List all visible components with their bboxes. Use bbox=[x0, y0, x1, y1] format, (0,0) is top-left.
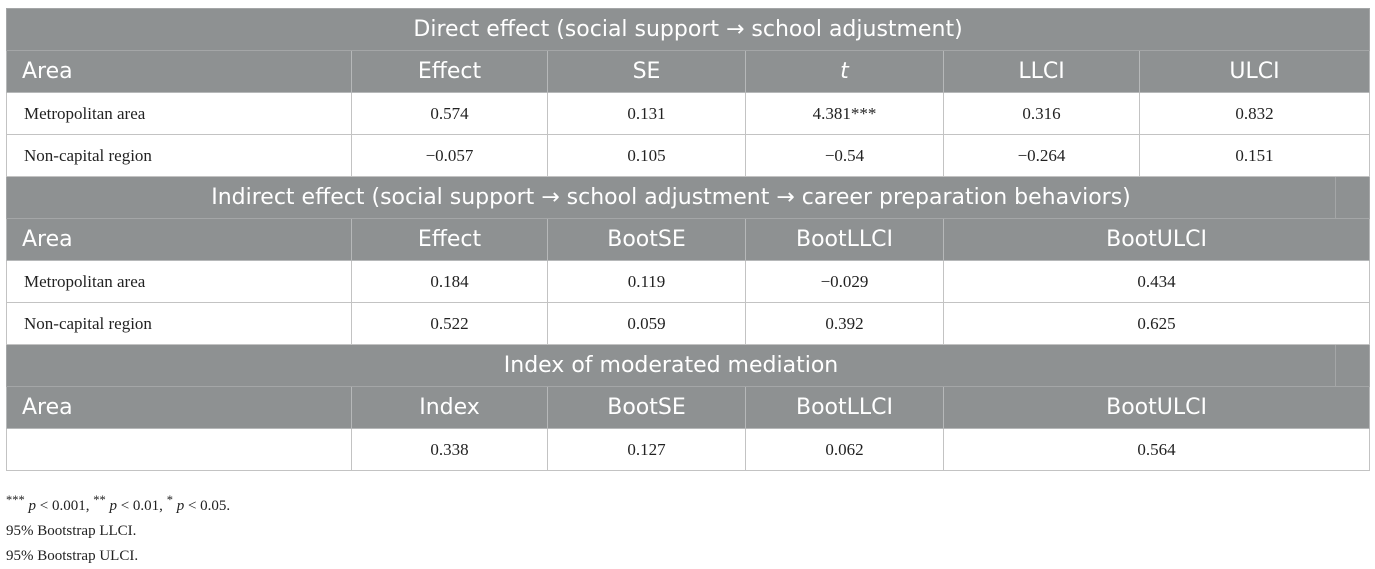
section-title-edge-cell bbox=[1334, 176, 1371, 219]
footnote-llci: 95% Bootstrap LLCI. bbox=[6, 523, 137, 539]
table-row: Metropolitan area 0.574 0.131 4.381*** 0… bbox=[6, 92, 1371, 135]
column-header-t-label: t bbox=[840, 59, 849, 84]
table-cell: 0.062 bbox=[745, 428, 944, 471]
table-cell: Metropolitan area bbox=[6, 92, 352, 135]
column-header-llci: LLCI bbox=[943, 50, 1140, 93]
table-cell: 0.625 bbox=[942, 302, 1371, 345]
table-cell: Metropolitan area bbox=[6, 260, 352, 303]
footnote-stars-1: * bbox=[166, 493, 173, 507]
column-header-bootllci: BootLLCI bbox=[745, 218, 944, 261]
footnote-p-symbol: p bbox=[176, 498, 185, 514]
footnote-p-symbol: p bbox=[28, 498, 37, 514]
results-table: Direct effect (social support → school a… bbox=[5, 8, 1371, 471]
table-cell: 0.151 bbox=[1138, 134, 1371, 177]
section-title-row: Indirect effect (social support → school… bbox=[6, 176, 1371, 219]
table-cell: −0.029 bbox=[745, 260, 944, 303]
column-header-effect: Effect bbox=[351, 50, 548, 93]
section-title-row: Direct effect (social support → school a… bbox=[5, 8, 1371, 51]
table-cell: 0.059 bbox=[547, 302, 746, 345]
table-cell: 0.574 bbox=[351, 92, 548, 135]
section-title-indirect-effect: Indirect effect (social support → school… bbox=[6, 176, 1336, 219]
table-cell: Non-capital region bbox=[6, 134, 352, 177]
table-cell: 0.119 bbox=[547, 260, 746, 303]
table-row: Metropolitan area 0.184 0.119 −0.029 0.4… bbox=[6, 260, 1371, 303]
column-header-area: Area bbox=[6, 386, 352, 429]
footnote-threshold: < 0.05. bbox=[184, 498, 231, 514]
section-title-edge-cell bbox=[1334, 344, 1371, 387]
footnote-stars-3: *** bbox=[6, 493, 25, 507]
footnote-ulci: 95% Bootstrap ULCI. bbox=[6, 548, 139, 564]
column-header-index: Index bbox=[351, 386, 548, 429]
section-title-index-moderated-mediation: Index of moderated mediation bbox=[6, 344, 1336, 387]
table-cell: 0.434 bbox=[942, 260, 1371, 303]
table-cell: 0.564 bbox=[942, 428, 1371, 471]
column-header-bootse: BootSE bbox=[547, 218, 746, 261]
column-header-se: SE bbox=[547, 50, 746, 93]
section-title-direct-effect: Direct effect (social support → school a… bbox=[5, 8, 1371, 51]
table-footnotes: *** p < 0.001, ** p < 0.01, * p < 0.05. … bbox=[6, 488, 230, 569]
footnote-stars-2: ** bbox=[93, 493, 106, 507]
table-cell: −0.54 bbox=[745, 134, 944, 177]
table-cell: 0.392 bbox=[745, 302, 944, 345]
section-title-row: Index of moderated mediation bbox=[6, 344, 1371, 387]
table-row: Non-capital region 0.522 0.059 0.392 0.6… bbox=[6, 302, 1371, 345]
table-cell: 0.522 bbox=[351, 302, 548, 345]
table-row: 0.338 0.127 0.062 0.564 bbox=[6, 428, 1371, 471]
footnote-threshold: < 0.001, bbox=[36, 498, 94, 514]
table-cell: 0.184 bbox=[351, 260, 548, 303]
column-header-effect: Effect bbox=[351, 218, 548, 261]
table-cell: 0.131 bbox=[547, 92, 746, 135]
table-cell: 0.316 bbox=[943, 92, 1140, 135]
footnote-p-symbol: p bbox=[109, 498, 117, 514]
table-cell: 0.338 bbox=[351, 428, 548, 471]
header-row: Area Effect SE t LLCI ULCI bbox=[6, 50, 1371, 93]
table-row: Non-capital region −0.057 0.105 −0.54 −0… bbox=[6, 134, 1371, 177]
table-cell: 0.105 bbox=[547, 134, 746, 177]
footnote-threshold: < 0.01, bbox=[116, 498, 167, 514]
column-header-t: t bbox=[745, 50, 944, 93]
column-header-bootulci: BootULCI bbox=[942, 218, 1371, 261]
column-header-area: Area bbox=[6, 50, 352, 93]
table-cell: −0.264 bbox=[943, 134, 1140, 177]
table-cell: Non-capital region bbox=[6, 302, 352, 345]
table-cell bbox=[6, 428, 352, 471]
column-header-bootulci: BootULCI bbox=[942, 386, 1371, 429]
header-row: Area Effect BootSE BootLLCI BootULCI bbox=[6, 218, 1371, 261]
table-cell: −0.057 bbox=[351, 134, 548, 177]
table-cell: 0.832 bbox=[1138, 92, 1371, 135]
column-header-bootllci: BootLLCI bbox=[745, 386, 944, 429]
column-header-bootse: BootSE bbox=[547, 386, 746, 429]
footnote-significance: *** p < 0.001, ** p < 0.01, * p < 0.05. bbox=[6, 488, 230, 519]
column-header-area: Area bbox=[6, 218, 352, 261]
table-cell: 0.127 bbox=[547, 428, 746, 471]
column-header-ulci: ULCI bbox=[1138, 50, 1371, 93]
table-cell: 4.381*** bbox=[745, 92, 944, 135]
header-row: Area Index BootSE BootLLCI BootULCI bbox=[6, 386, 1371, 429]
